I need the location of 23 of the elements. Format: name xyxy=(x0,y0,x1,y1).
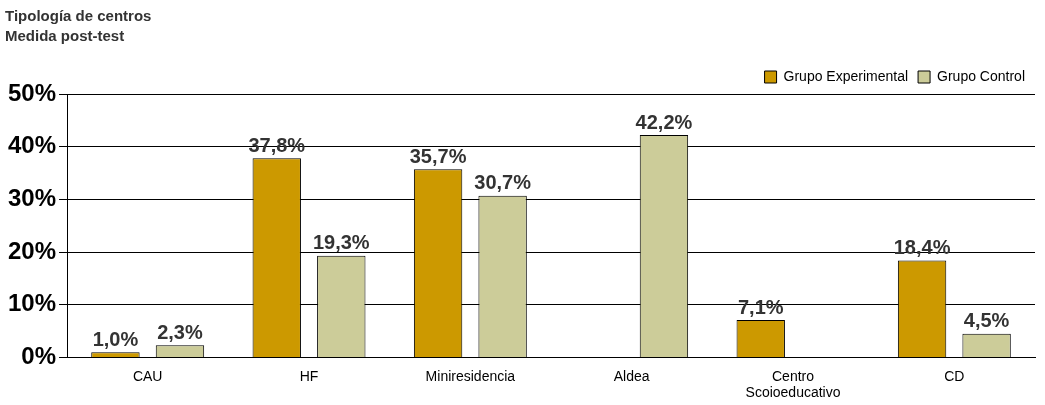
x-tick-label: Aldea xyxy=(613,367,650,384)
data-label: 42,2% xyxy=(635,110,693,133)
data-label: 4,5% xyxy=(963,309,1010,332)
y-tick-label: 20% xyxy=(7,236,57,264)
x-tick-label: CAU xyxy=(132,367,163,384)
x-tick-label: CD xyxy=(944,367,965,384)
data-label: 2,3% xyxy=(157,320,203,343)
y-tick-label: 40% xyxy=(7,131,57,159)
y-tick-label: 0% xyxy=(21,342,57,370)
data-label: 19,3% xyxy=(312,231,370,254)
data-label: 30,7% xyxy=(474,171,532,194)
chart-title: Tipología de centros xyxy=(5,7,152,25)
chart-subtitle: Medida post-test xyxy=(5,27,125,45)
x-tick-label: HF xyxy=(299,367,319,384)
legend-label: Grupo Control xyxy=(937,67,1026,84)
data-label: 35,7% xyxy=(409,144,467,167)
y-tick-label: 30% xyxy=(7,183,57,211)
y-tick-label: 10% xyxy=(7,289,57,317)
y-tick-label: 50% xyxy=(7,78,57,106)
x-tick-label: Centro Scoioeducativo xyxy=(745,367,841,401)
legend-label: Grupo Experimental xyxy=(783,67,909,84)
x-tick-label: Miniresidencia xyxy=(425,367,516,384)
data-label: 1,0% xyxy=(92,327,139,350)
